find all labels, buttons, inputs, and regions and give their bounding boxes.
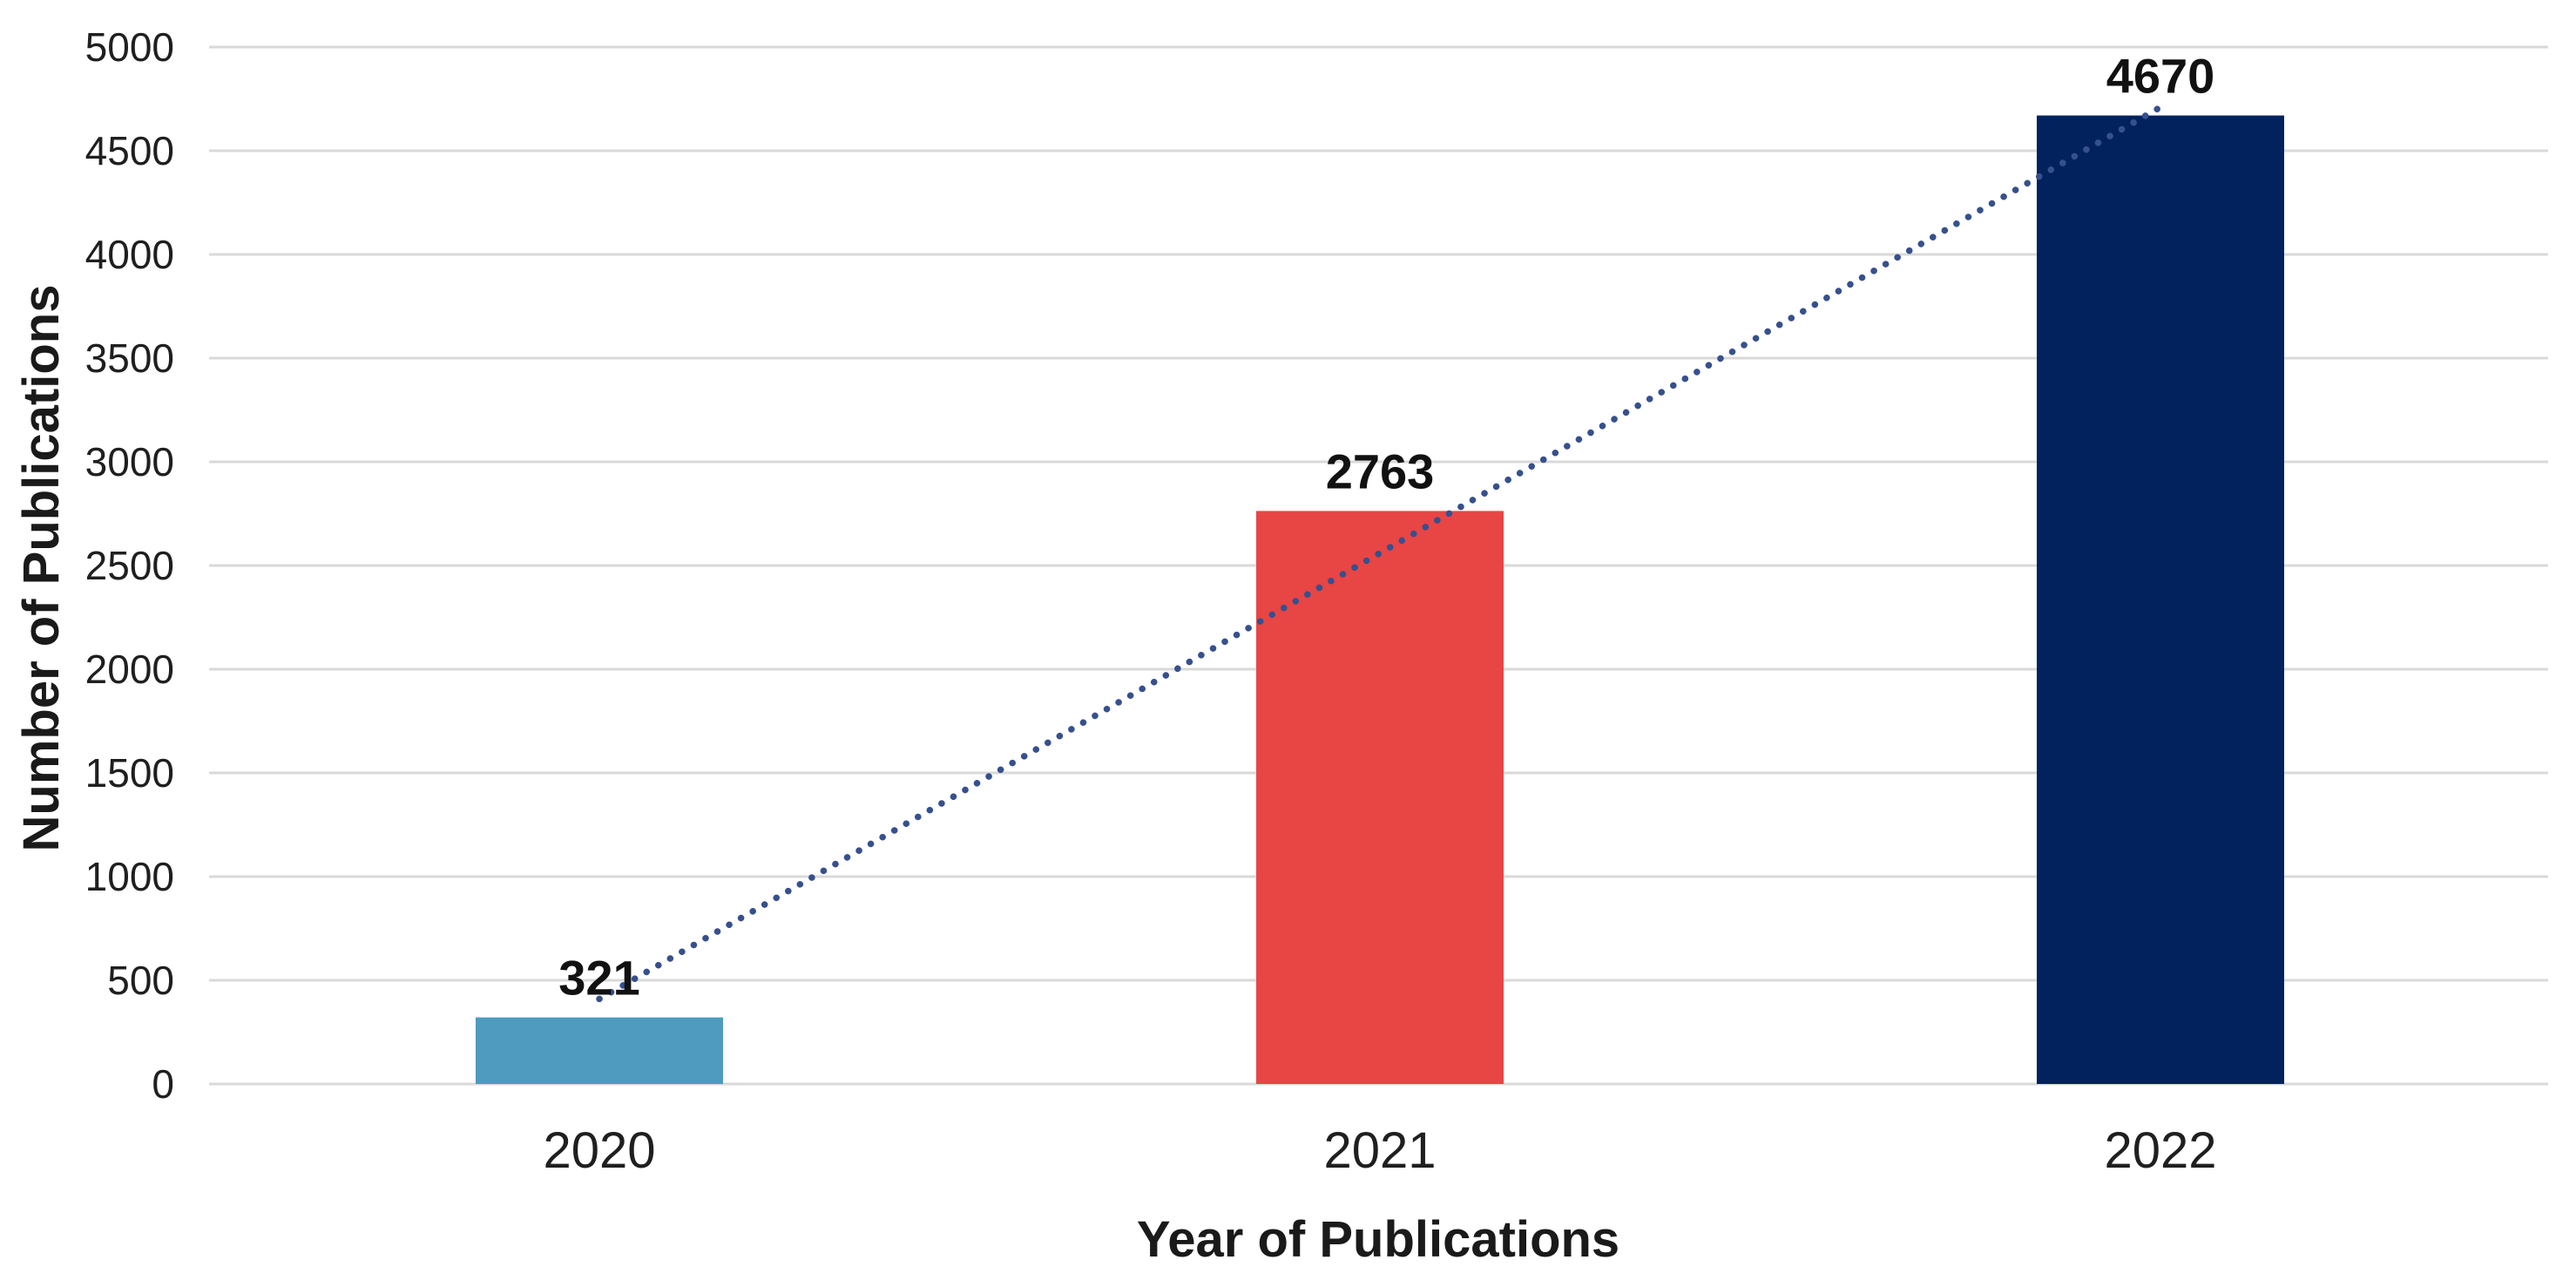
x-tick-label-2020: 2020 (543, 1122, 655, 1179)
y-tick-label-500: 500 (107, 958, 174, 1003)
value-label-2022: 4670 (2106, 49, 2215, 104)
x-tick-label-2021: 2021 (1323, 1122, 1436, 1179)
value-label-2021: 2763 (1326, 444, 1435, 498)
bar-2022 (2037, 115, 2284, 1084)
y-tick-label-1500: 1500 (85, 750, 174, 796)
y-axis-title: Number of Publications (13, 284, 70, 852)
y-tick-label-1000: 1000 (85, 854, 174, 899)
x-tick-label-2022: 2022 (2104, 1122, 2216, 1179)
y-tick-label-4000: 4000 (85, 232, 174, 277)
x-axis-title: Year of Publications (1136, 1211, 1620, 1268)
y-tick-label-3000: 3000 (85, 439, 174, 484)
y-tick-label-0: 0 (152, 1061, 174, 1107)
bar-2020 (476, 1017, 723, 1084)
y-tick-label-3500: 3500 (85, 335, 174, 381)
y-tick-label-2500: 2500 (85, 543, 174, 588)
y-tick-label-2000: 2000 (85, 647, 174, 692)
bar-2021 (1256, 511, 1504, 1084)
trendline (596, 104, 2164, 1003)
y-tick-label-4500: 4500 (85, 128, 174, 173)
y-tick-label-5000: 5000 (85, 24, 174, 70)
value-label-2020: 321 (558, 951, 639, 1006)
